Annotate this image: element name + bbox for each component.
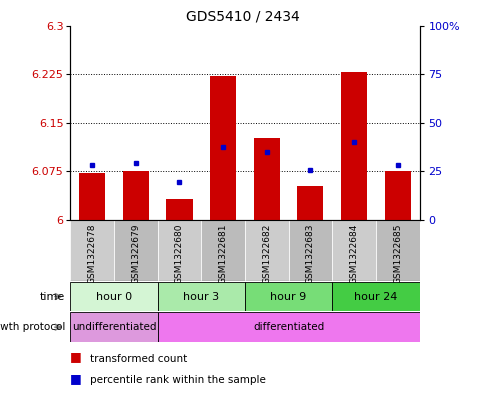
Bar: [70, 312, 157, 342]
Bar: [288, 220, 332, 281]
Bar: [332, 220, 375, 281]
Text: hour 0: hour 0: [96, 292, 132, 301]
Bar: [70, 282, 157, 311]
Text: ■: ■: [70, 351, 82, 364]
Text: GSM1322681: GSM1322681: [218, 223, 227, 284]
Text: time: time: [40, 292, 65, 301]
Bar: [253, 138, 279, 220]
Bar: [166, 199, 192, 220]
Text: differentiated: differentiated: [253, 322, 323, 332]
Text: percentile rank within the sample: percentile rank within the sample: [90, 375, 265, 385]
Bar: [157, 220, 201, 281]
Text: GSM1322684: GSM1322684: [349, 223, 358, 283]
Bar: [244, 282, 332, 311]
Bar: [114, 220, 157, 281]
Text: undifferentiated: undifferentiated: [72, 322, 156, 332]
Bar: [297, 186, 323, 220]
Text: transformed count: transformed count: [90, 354, 187, 364]
Bar: [384, 171, 410, 220]
Bar: [79, 173, 105, 220]
Bar: [375, 220, 419, 281]
Text: ■: ■: [70, 372, 82, 385]
Text: GSM1322680: GSM1322680: [175, 223, 183, 284]
Bar: [122, 171, 149, 220]
Text: GDS5410 / 2434: GDS5410 / 2434: [185, 10, 299, 24]
Bar: [157, 282, 244, 311]
Bar: [340, 72, 366, 220]
Bar: [70, 220, 114, 281]
Bar: [157, 312, 419, 342]
Bar: [210, 76, 236, 220]
Text: GSM1322678: GSM1322678: [88, 223, 96, 284]
Text: hour 9: hour 9: [270, 292, 306, 301]
Text: hour 24: hour 24: [353, 292, 397, 301]
Bar: [201, 220, 244, 281]
Text: growth protocol: growth protocol: [0, 322, 65, 332]
Bar: [332, 282, 419, 311]
Bar: [244, 220, 288, 281]
Text: GSM1322679: GSM1322679: [131, 223, 140, 284]
Text: GSM1322685: GSM1322685: [393, 223, 401, 284]
Text: GSM1322683: GSM1322683: [305, 223, 314, 284]
Text: GSM1322682: GSM1322682: [262, 223, 271, 283]
Text: hour 3: hour 3: [183, 292, 219, 301]
